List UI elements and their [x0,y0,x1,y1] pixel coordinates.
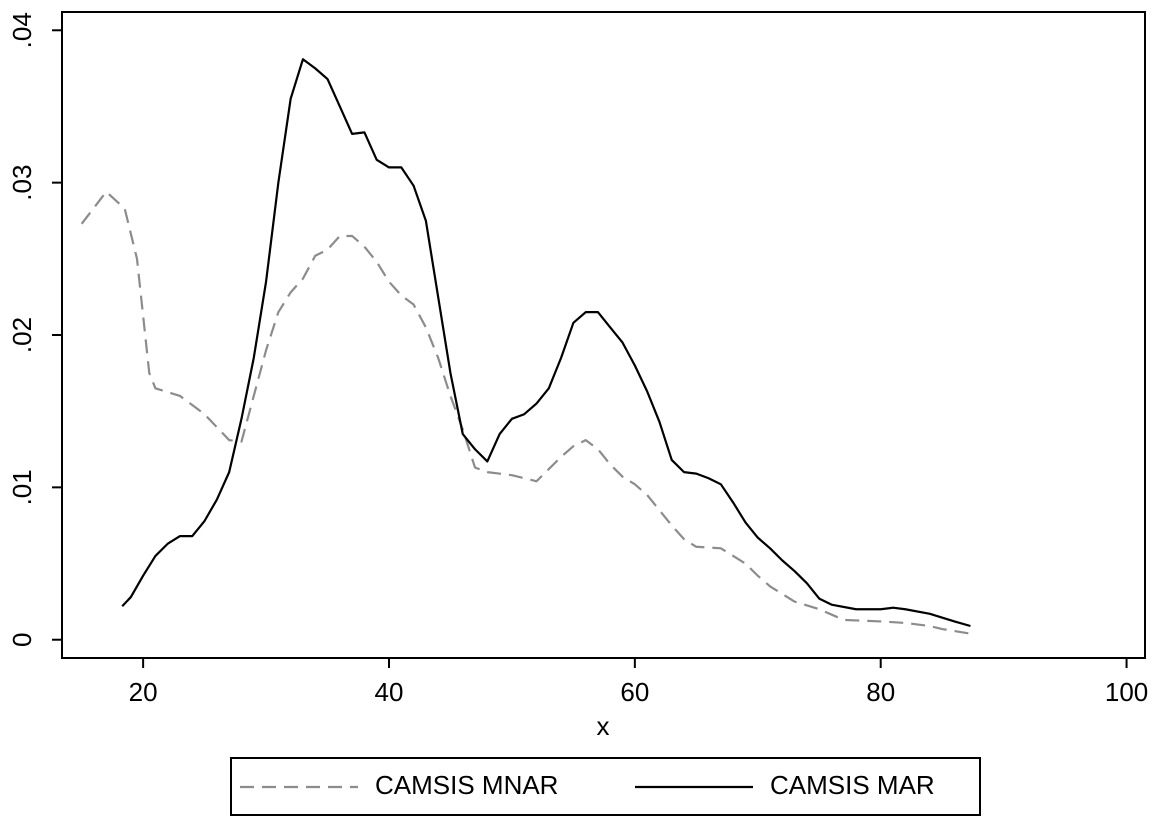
x-tick-label: 100 [1105,677,1148,707]
y-tick-label: .04 [7,12,37,48]
plot-frame [61,11,1146,659]
legend-label: CAMSIS MNAR [375,770,558,800]
x-axis-title: x [597,711,610,741]
y-tick-label: .02 [7,317,37,353]
legend-label: CAMSIS MAR [770,770,935,800]
series-line [80,190,971,635]
x-tick-label: 40 [375,677,404,707]
y-tick-label: .01 [7,469,37,505]
x-tick-label: 20 [129,677,158,707]
y-tick-label: 0 [7,632,37,646]
x-tick-label: 60 [620,677,649,707]
series-line [121,58,971,628]
y-tick-label: .03 [7,165,37,201]
x-tick-label: 80 [866,677,895,707]
